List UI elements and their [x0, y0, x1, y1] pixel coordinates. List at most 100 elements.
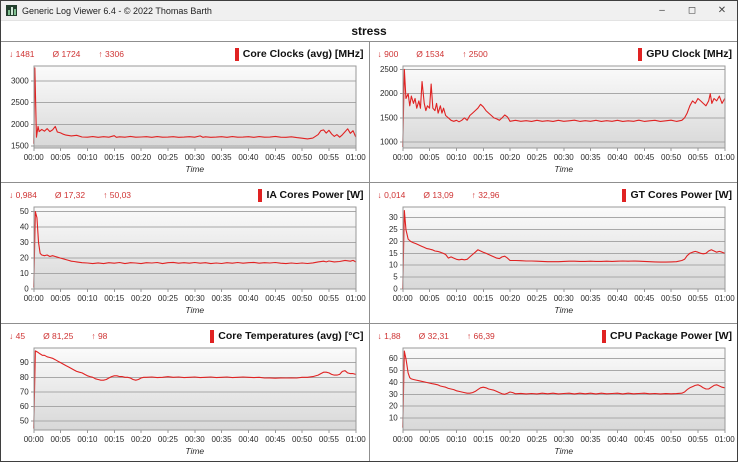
- svg-text:00:10: 00:10: [77, 153, 98, 162]
- svg-text:00:50: 00:50: [661, 435, 682, 444]
- stat-min: ↓ 0,014: [377, 190, 406, 200]
- chart-legend: Core Temperatures (avg) [°C]: [210, 329, 364, 343]
- svg-text:10: 10: [388, 414, 397, 423]
- chart-panel-core-temperatures: ↓ 45 Ø 81,25 ↑ 98 Core Temperatures (avg…: [1, 324, 369, 461]
- svg-text:00:55: 00:55: [687, 153, 708, 162]
- svg-text:30: 30: [388, 213, 397, 222]
- chart-panel-gpu-clock: ↓ 900 Ø 1534 ↑ 2500 GPU Clock [MHz] 1000…: [369, 42, 737, 182]
- stat-max: ↑ 50,03: [103, 190, 132, 200]
- gpu-clock-plot: 1000 1500 2000 2500 00:00 00:05 00:10 00:15 00:2…: [379, 65, 735, 174]
- svg-text:30: 30: [20, 238, 29, 247]
- svg-text:00:30: 00:30: [553, 435, 574, 444]
- svg-text:00:40: 00:40: [607, 294, 628, 303]
- chart-stats: ↓ 900 Ø 1534 ↑ 2500: [378, 49, 506, 59]
- svg-text:70: 70: [20, 387, 29, 396]
- svg-text:00:30: 00:30: [553, 294, 574, 303]
- app-icon: [6, 5, 17, 16]
- log-title: stress: [351, 24, 387, 38]
- close-button[interactable]: ✕: [717, 5, 727, 16]
- svg-text:50: 50: [20, 417, 29, 426]
- svg-text:00:00: 00:00: [24, 435, 45, 444]
- title-bar: Generic Log Viewer 6.4 - © 2022 Thomas B…: [1, 1, 737, 21]
- svg-text:20: 20: [388, 402, 397, 411]
- svg-text:2000: 2000: [379, 89, 397, 98]
- svg-text:0: 0: [24, 285, 29, 294]
- svg-text:1500: 1500: [11, 141, 29, 150]
- svg-text:00:35: 00:35: [580, 153, 601, 162]
- svg-text:90: 90: [20, 358, 29, 367]
- svg-text:10: 10: [20, 269, 29, 278]
- svg-text:00:30: 00:30: [553, 153, 574, 162]
- chart-legend: IA Cores Power [W]: [258, 188, 364, 202]
- svg-text:00:05: 00:05: [51, 294, 72, 303]
- stat-max: ↑ 32,96: [471, 190, 500, 200]
- maximize-button[interactable]: ◻: [687, 5, 697, 16]
- svg-text:60: 60: [388, 354, 397, 363]
- chart-title: CPU Package Power [W]: [610, 330, 732, 342]
- stat-min: ↓ 900: [377, 49, 399, 59]
- svg-text:00:30: 00:30: [185, 435, 206, 444]
- svg-text:00:20: 00:20: [500, 294, 521, 303]
- svg-text:Time: Time: [185, 164, 204, 174]
- svg-text:00:15: 00:15: [104, 153, 125, 162]
- core-clocks-plot: 1500 2000 2500 3000 00:00 00:05 00:10 00:15 00:2…: [11, 65, 367, 174]
- chart-stats: ↓ 1481 Ø 1724 ↑ 3306: [9, 49, 142, 59]
- svg-text:00:25: 00:25: [526, 153, 547, 162]
- stat-avg: Ø 81,25: [43, 331, 74, 341]
- svg-text:10: 10: [388, 261, 397, 270]
- legend-color-bar: [210, 329, 215, 343]
- chart-title: IA Cores Power [W]: [266, 189, 364, 201]
- svg-text:00:45: 00:45: [265, 435, 286, 444]
- stat-avg: Ø 1724: [52, 49, 81, 59]
- chart-title: Core Temperatures (avg) [°C]: [218, 330, 364, 342]
- svg-text:0: 0: [393, 285, 398, 294]
- stat-min: ↓ 1,88: [377, 331, 401, 341]
- chart-grid: ↓ 1481 Ø 1724 ↑ 3306 Core Clocks (avg) […: [1, 41, 737, 461]
- svg-text:00:10: 00:10: [446, 153, 467, 162]
- window-title: Generic Log Viewer 6.4 - © 2022 Thomas B…: [22, 5, 212, 16]
- svg-text:15: 15: [388, 249, 397, 258]
- svg-text:00:40: 00:40: [238, 153, 259, 162]
- chart-stats: ↓ 0,984 Ø 17,32 ↑ 50,03: [9, 190, 149, 200]
- gt-cores-power-plot: 0 5 10 15 20 25 30 00:00 00:05 00:10 00:15 00:20 00:…: [388, 206, 735, 315]
- svg-text:00:00: 00:00: [24, 153, 45, 162]
- svg-text:00:40: 00:40: [238, 435, 259, 444]
- svg-text:00:25: 00:25: [158, 435, 179, 444]
- svg-text:00:50: 00:50: [292, 294, 313, 303]
- svg-text:30: 30: [388, 390, 397, 399]
- svg-text:00:00: 00:00: [392, 294, 413, 303]
- svg-text:00:10: 00:10: [77, 294, 98, 303]
- svg-text:Time: Time: [554, 305, 573, 315]
- svg-text:20: 20: [20, 254, 29, 263]
- chart-legend: Core Clocks (avg) [MHz]: [234, 47, 364, 61]
- svg-text:00:25: 00:25: [526, 435, 547, 444]
- svg-text:00:55: 00:55: [687, 435, 708, 444]
- svg-text:00:35: 00:35: [212, 294, 233, 303]
- svg-text:40: 40: [20, 223, 29, 232]
- svg-text:2000: 2000: [11, 120, 29, 129]
- svg-text:1500: 1500: [379, 113, 397, 122]
- svg-text:00:30: 00:30: [185, 153, 206, 162]
- legend-color-bar: [622, 188, 627, 202]
- stat-min: ↓ 45: [9, 331, 26, 341]
- minimize-button[interactable]: –: [659, 5, 665, 16]
- svg-text:50: 50: [20, 207, 29, 216]
- svg-text:00:20: 00:20: [131, 435, 152, 444]
- svg-text:00:45: 00:45: [265, 294, 286, 303]
- svg-text:00:45: 00:45: [265, 153, 286, 162]
- svg-text:00:15: 00:15: [473, 435, 494, 444]
- svg-text:Time: Time: [185, 446, 204, 456]
- svg-text:00:25: 00:25: [526, 294, 547, 303]
- svg-text:00:00: 00:00: [392, 435, 413, 444]
- svg-text:Time: Time: [554, 164, 573, 174]
- stat-max: ↑ 66,39: [466, 331, 495, 341]
- svg-text:00:40: 00:40: [238, 294, 259, 303]
- svg-text:1000: 1000: [379, 138, 397, 147]
- svg-text:00:45: 00:45: [634, 294, 655, 303]
- svg-text:00:20: 00:20: [131, 294, 152, 303]
- chart-legend: GPU Clock [MHz]: [638, 47, 732, 61]
- svg-text:01:00: 01:00: [714, 153, 735, 162]
- svg-text:01:00: 01:00: [346, 153, 367, 162]
- chart-title: Core Clocks (avg) [MHz]: [242, 48, 364, 60]
- chart-stats: ↓ 0,014 Ø 13,09 ↑ 32,96: [378, 190, 518, 200]
